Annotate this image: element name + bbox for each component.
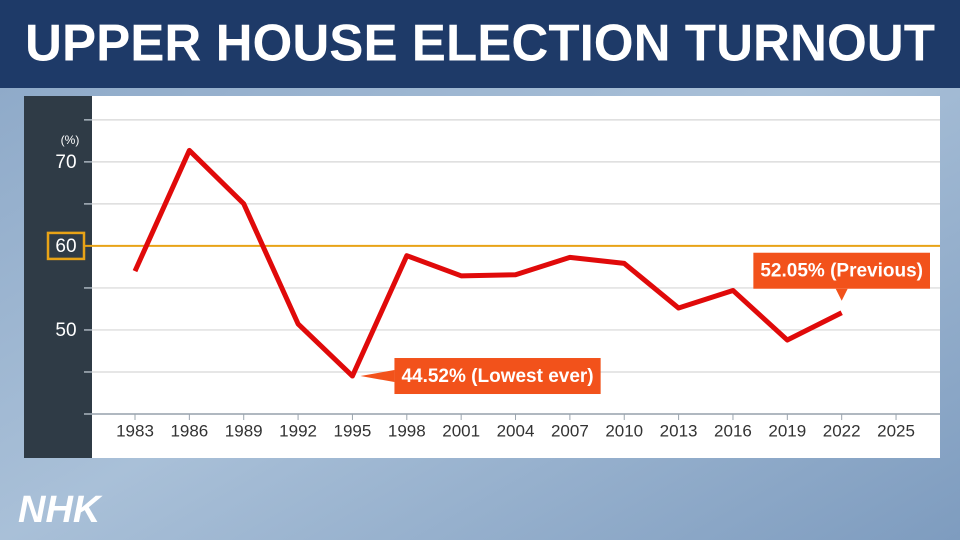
x-tick-label: 2025 [877, 421, 915, 440]
axis-panel [24, 96, 92, 458]
y-tick-label: 50 [55, 320, 76, 341]
x-tick-label: 2013 [660, 421, 698, 440]
x-tick-label: 1992 [279, 421, 317, 440]
x-tick-label: 2004 [497, 421, 535, 440]
highlight-box [46, 231, 86, 261]
value-label: 52.05% (Previous) [753, 252, 931, 301]
x-tick-label: 2010 [605, 421, 643, 440]
label-box [753, 252, 931, 289]
label-text: 44.52% (Lowest ever) [401, 366, 593, 387]
data-line [132, 147, 843, 379]
value-label: 44.52% (Lowest ever) [360, 358, 601, 395]
x-tick-label: 1989 [225, 421, 263, 440]
y-tick-label: 70 [55, 152, 76, 173]
x-tick-label: 2022 [823, 421, 861, 440]
chart-title: UPPER HOUSE ELECTION TURNOUT [25, 15, 935, 73]
x-tick-label: 1995 [334, 421, 372, 440]
label-box [394, 358, 601, 395]
x-tick-label: 1983 [116, 421, 154, 440]
label-text: 52.05% (Previous) [760, 261, 923, 282]
label-pointer [835, 288, 848, 301]
x-tick-label: 2001 [442, 421, 480, 440]
logo: NHK [18, 489, 103, 531]
header-bar [0, 0, 960, 88]
y-unit: (%) [61, 133, 80, 147]
x-tick-label: 1998 [388, 421, 426, 440]
label-pointer [360, 370, 395, 383]
x-tick-label: 2019 [768, 421, 806, 440]
x-tick-label: 2007 [551, 421, 589, 440]
y-tick-label: 60 [55, 236, 76, 257]
x-tick-label: 1986 [170, 421, 208, 440]
x-tick-label: 2016 [714, 421, 752, 440]
